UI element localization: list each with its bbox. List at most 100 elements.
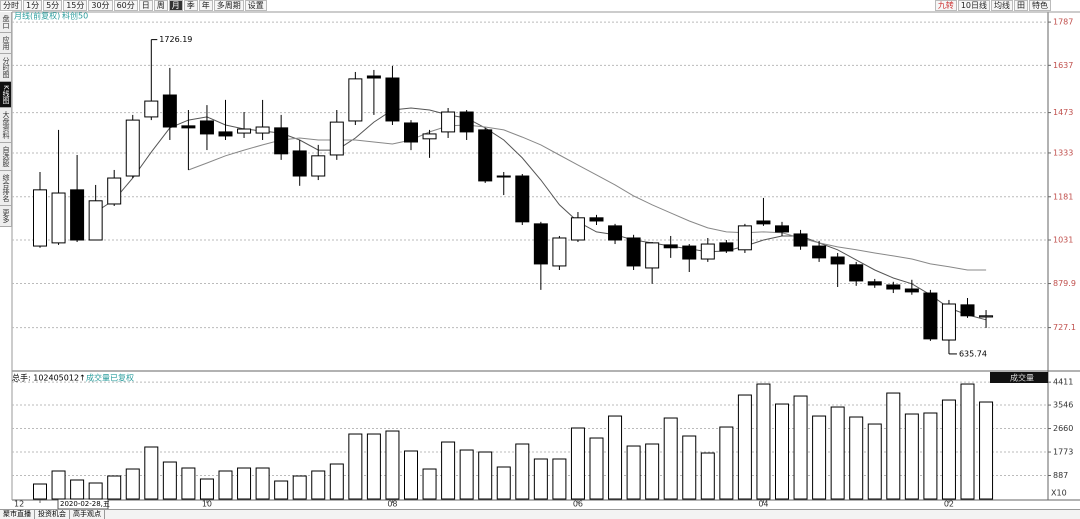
tool-button[interactable]: 10日线 [957,0,990,11]
period-button[interactable]: 多周期 [213,0,244,11]
candle-body [867,281,882,286]
bottom-tab[interactable]: 高手观点 [70,510,105,519]
volume-bar [496,466,511,500]
volume-bar [830,406,845,500]
candle-body [682,245,697,260]
period-button[interactable]: 月 [168,0,183,11]
period-button[interactable]: 设置 [244,0,267,11]
volume-bar [162,461,177,500]
candle-body [274,127,289,155]
y-tick-label: 4411 [1053,378,1073,387]
period-button[interactable]: 年 [198,0,213,11]
x-tick-label: 10 [202,500,212,509]
y-tick-label: 879.9 [1053,279,1076,288]
volume-bar [329,463,344,500]
period-button[interactable]: 60分 [113,0,138,11]
period-button[interactable]: 分时 [0,0,22,11]
sidebar-tab[interactable]: 更多 [0,206,11,227]
chart-title: 月线(前复权) [14,11,60,21]
period-button[interactable]: 5分 [43,0,63,11]
candle-body [793,233,808,247]
y-tick-label: 1773 [1053,448,1073,457]
period-button[interactable]: 日 [138,0,153,11]
volume-bar [255,467,270,500]
volume-title: 总手: 102405012↑ [12,373,86,383]
period-button[interactable]: 季 [183,0,198,11]
volume-bar [404,450,418,500]
candle-body [830,256,845,265]
volume-bar [107,475,122,500]
candle-body [441,111,456,133]
volume-bar [33,483,47,500]
volume-bar [626,445,641,500]
volume-bar [311,470,326,500]
candle-body [849,264,864,282]
candle-body [700,243,715,260]
y-tick-label: 1181 [1053,192,1073,201]
period-button[interactable]: 周 [153,0,168,11]
candle-body [589,217,604,222]
y-tick-label: 1787 [1053,18,1073,27]
volume-bar [552,458,567,500]
period-toolbar: 分时 1分 5分 15分 30分 60分日周月季年多周期 设置 [0,0,268,11]
indicator-box[interactable] [990,372,1048,383]
candle-body [608,225,623,241]
volume-bar [144,446,159,500]
tool-button[interactable]: 特色 [1029,0,1051,11]
sidebar-tab[interactable]: 应用 [0,33,11,54]
volume-bar [700,452,715,500]
volume-bar [366,433,381,500]
candle-body [459,111,474,133]
x-tick-label: 12 [14,500,24,509]
candle-body [329,121,344,156]
candle-body [904,288,919,293]
bottom-tab[interactable]: 投资机会 [35,510,70,519]
period-button[interactable]: 1分 [23,0,43,11]
volume-bar [682,435,697,500]
candle-body [292,150,307,177]
candle-body [162,94,177,128]
bottom-tab[interactable]: 聚市直播 [0,510,35,519]
period-button[interactable]: 30分 [88,0,113,11]
moving-average-line [188,124,987,271]
volume-bar [923,412,938,500]
sidebar-tab[interactable]: K线图 [0,82,11,108]
candle-body [311,155,326,177]
candle-body [552,237,567,267]
candle-body [496,175,511,178]
sidebar-tab[interactable]: 大盘资料 [0,108,11,143]
tool-button[interactable]: 田 [1014,0,1028,11]
sidebar-tab[interactable]: 综合排名 [0,171,11,206]
period-button[interactable]: 15分 [63,0,88,11]
x-tick-label: 04 [758,500,768,509]
tool-button[interactable]: 九转 [934,0,957,11]
volume-bar [608,415,623,500]
volume-bar [737,394,752,500]
volume-bar [181,467,196,500]
sidebar-tab[interactable]: 分时图 [0,54,11,82]
volume-bar [979,401,994,500]
candle-body [144,100,159,118]
cursor-label: 2020-02-28,五 [60,500,110,508]
sidebar-tab[interactable]: 盘口 [0,12,11,33]
volume-bar [589,437,604,500]
candle-body [348,78,363,122]
sidebar-tab[interactable]: 自选股 [0,143,11,171]
y-tick-label: 1637 [1053,61,1073,70]
volume-bar [812,415,827,500]
candle-body [886,284,901,290]
candle-body [812,245,827,259]
volume-unit-label: X10 [1051,489,1067,498]
volume-bar [793,395,808,500]
volume-bar [441,441,456,500]
candle-body [478,129,493,182]
volume-subtitle: 成交量已复权 [86,373,134,383]
tool-button[interactable]: 均线 [991,0,1013,11]
volume-bar [88,482,103,500]
volume-bar [125,468,140,500]
x-tick-label: 08 [387,500,397,509]
volume-bar [237,467,252,500]
min-annotation: 635.74 [959,349,987,358]
